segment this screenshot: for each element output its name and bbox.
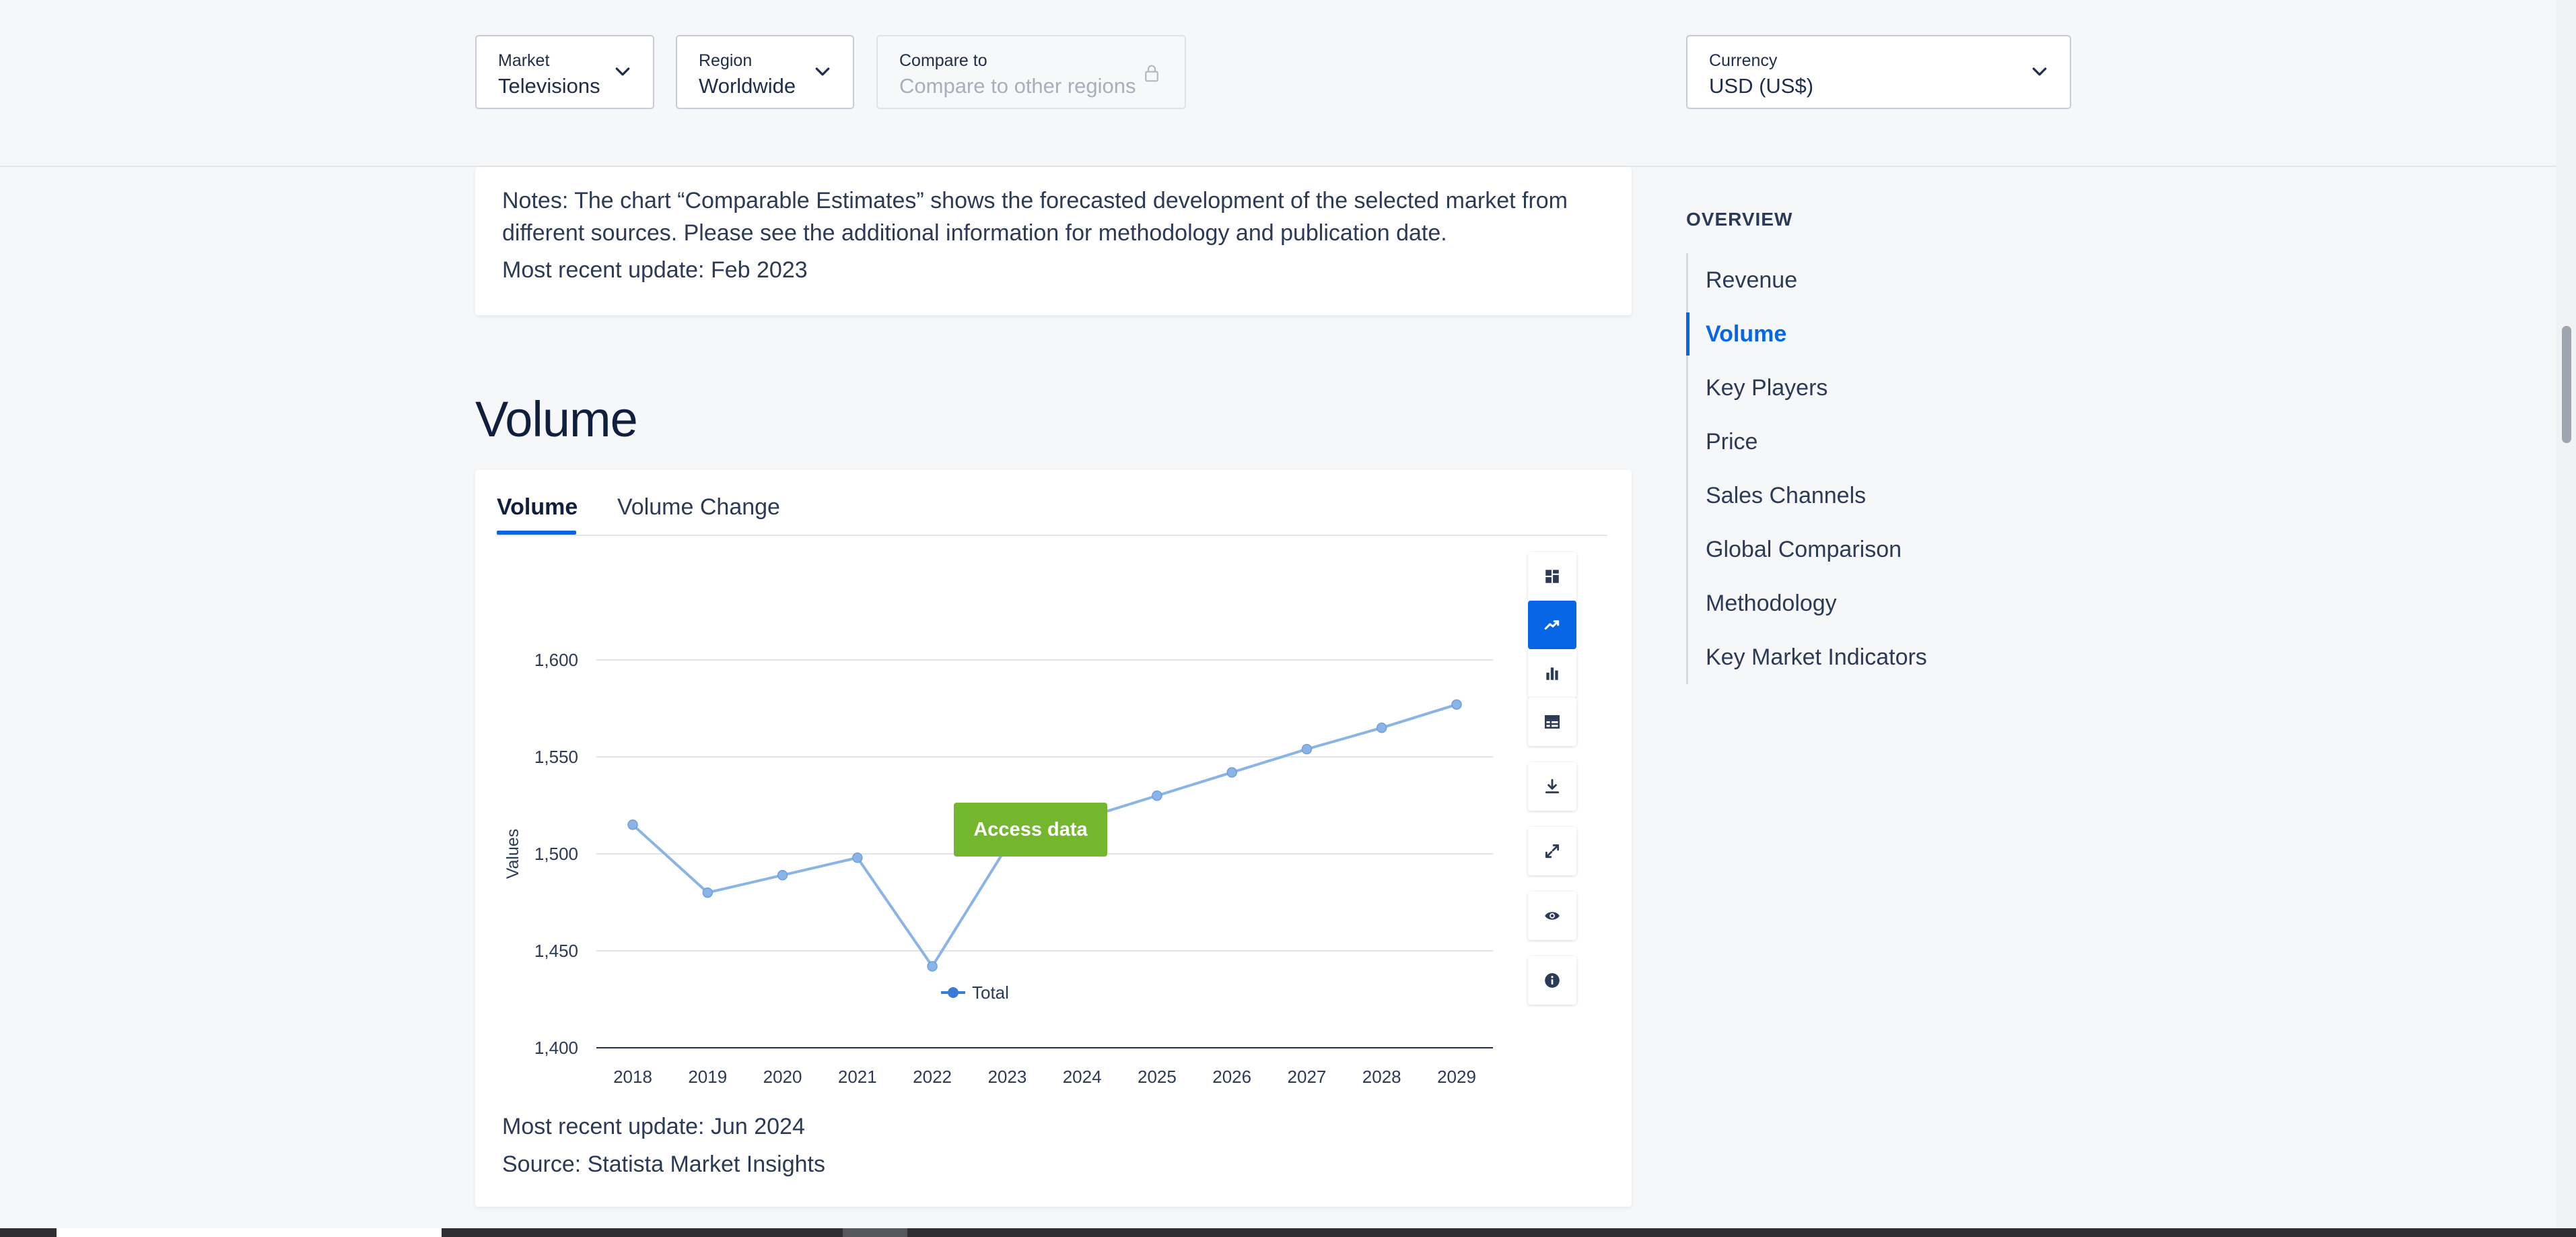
nav-item-methodology[interactable]: Methodology <box>1706 591 1837 616</box>
y-axis-label: Values <box>503 829 522 879</box>
data-point-2020[interactable] <box>777 869 788 881</box>
table-icon <box>1544 715 1560 729</box>
currency-select[interactable]: Currency USD (US$) <box>1686 35 2071 109</box>
x-tick-label: 2025 <box>1138 1067 1177 1087</box>
nav-item-volume[interactable]: Volume <box>1686 307 1971 361</box>
line-chart-icon <box>1544 620 1560 630</box>
nav-item-price[interactable]: Price <box>1706 429 1758 455</box>
notes-card: Notes: The chart “Comparable Estimates” … <box>475 167 1632 315</box>
horizontal-scrollbar[interactable] <box>0 1228 2576 1237</box>
lock-icon <box>1145 65 1158 82</box>
grid-view-button[interactable] <box>1528 552 1576 601</box>
fullscreen-button[interactable] <box>1528 827 1576 875</box>
volume-chart-card: Volume Volume Change 1,400 1,450 1,500 1,55… <box>475 470 1632 1207</box>
x-tick-label: 2018 <box>613 1067 652 1087</box>
horizontal-scrollbar-thumb[interactable] <box>57 1228 442 1237</box>
data-point-2018[interactable] <box>627 820 638 830</box>
chevron-down-icon <box>615 67 630 76</box>
grid-icon <box>1545 570 1559 583</box>
data-point-2021[interactable] <box>852 852 863 863</box>
data-point-2026[interactable] <box>1226 767 1237 778</box>
compare-select: Compare to Compare to other regions <box>876 35 1186 109</box>
region-select-label: Region <box>699 51 753 70</box>
nav-item-key-market-indicators[interactable]: Key Market Indicators <box>1706 644 1927 670</box>
nav-item-sales-channels[interactable]: Sales Channels <box>1706 483 1867 508</box>
info-icon <box>1545 973 1560 988</box>
eye-icon <box>1545 912 1560 920</box>
data-point-2029[interactable] <box>1451 699 1462 710</box>
x-tick-label: 2022 <box>913 1067 952 1087</box>
data-point-2019[interactable] <box>702 887 713 898</box>
data-point-2022[interactable] <box>927 961 938 972</box>
section-title: Volume <box>475 391 638 447</box>
compare-select-label: Compare to <box>899 51 987 70</box>
download-icon <box>1545 778 1560 794</box>
chart-source-note: Source: Statista Market Insights <box>502 1151 825 1177</box>
chevron-down-icon <box>2032 67 2047 76</box>
expand-icon <box>1545 844 1560 859</box>
filter-bar: Market Televisions Region Worldwide Comp… <box>0 0 2556 167</box>
region-select-value: Worldwide <box>699 74 796 98</box>
legend-label-total: Total <box>972 982 1009 1003</box>
bar-chart-icon <box>1546 667 1558 680</box>
y-tick-label: 1,550 <box>534 747 578 767</box>
active-tab-indicator <box>497 531 576 535</box>
data-point-2025[interactable] <box>1152 790 1162 801</box>
x-tick-label: 2019 <box>688 1067 727 1087</box>
x-tick-label: 2020 <box>763 1067 802 1087</box>
chevron-down-icon <box>815 67 830 76</box>
market-select-label: Market <box>498 51 550 70</box>
bar-chart-button[interactable] <box>1528 649 1576 698</box>
access-data-button[interactable]: Access data <box>954 803 1107 857</box>
x-tick-label: 2029 <box>1437 1067 1476 1087</box>
nav-item-revenue[interactable]: Revenue <box>1706 267 1798 293</box>
preview-button[interactable] <box>1528 892 1576 940</box>
notes-text: Notes: The chart “Comparable Estimates” … <box>502 188 1568 246</box>
legend-marker <box>948 987 959 998</box>
chart-update-note: Most recent update: Jun 2024 <box>502 1114 805 1139</box>
currency-select-label: Currency <box>1709 51 1778 70</box>
region-select[interactable]: Region Worldwide <box>676 35 854 109</box>
tab-volume-change[interactable]: Volume Change <box>617 494 780 520</box>
y-tick-label: 1,500 <box>534 844 578 864</box>
data-point-2027[interactable] <box>1301 743 1313 755</box>
x-tick-label: 2021 <box>838 1067 877 1087</box>
chart-legend[interactable]: Total <box>941 982 1009 1003</box>
vertical-scrollbar[interactable] <box>2556 0 2576 1237</box>
x-tick-label: 2023 <box>987 1067 1026 1087</box>
notes-update: Most recent update: Feb 2023 <box>502 257 808 283</box>
compare-select-placeholder: Compare to other regions <box>899 74 1136 98</box>
y-tick-label: 1,450 <box>534 941 578 961</box>
y-tick-label: 1,400 <box>534 1038 578 1058</box>
download-button[interactable] <box>1528 762 1576 811</box>
market-select[interactable]: Market Televisions <box>475 35 654 109</box>
data-point-2028[interactable] <box>1376 723 1387 733</box>
tab-volume[interactable]: Volume <box>497 494 578 520</box>
nav-item-key-players[interactable]: Key Players <box>1706 375 1828 401</box>
chart-tabs: Volume Volume Change <box>497 470 1607 536</box>
vertical-scrollbar-thumb[interactable] <box>2562 326 2571 443</box>
currency-select-value: USD (US$) <box>1709 74 1814 98</box>
horizontal-scrollbar-marker <box>843 1228 907 1237</box>
x-tick-label: 2027 <box>1288 1067 1327 1087</box>
nav-item-global-comparison[interactable]: Global Comparison <box>1706 537 1902 562</box>
x-tick-label: 2024 <box>1063 1067 1102 1087</box>
info-button[interactable] <box>1528 956 1576 1005</box>
y-tick-label: 1,600 <box>534 650 578 670</box>
line-chart-button[interactable] <box>1528 601 1576 649</box>
overview-nav: Revenue Volume Key Players Price Sales C… <box>1686 253 1971 684</box>
table-view-button[interactable] <box>1528 698 1576 746</box>
x-tick-label: 2026 <box>1212 1067 1251 1087</box>
x-tick-label: 2028 <box>1362 1067 1401 1087</box>
market-select-value: Televisions <box>498 74 600 98</box>
overview-title: OVERVIEW <box>1686 209 1793 230</box>
